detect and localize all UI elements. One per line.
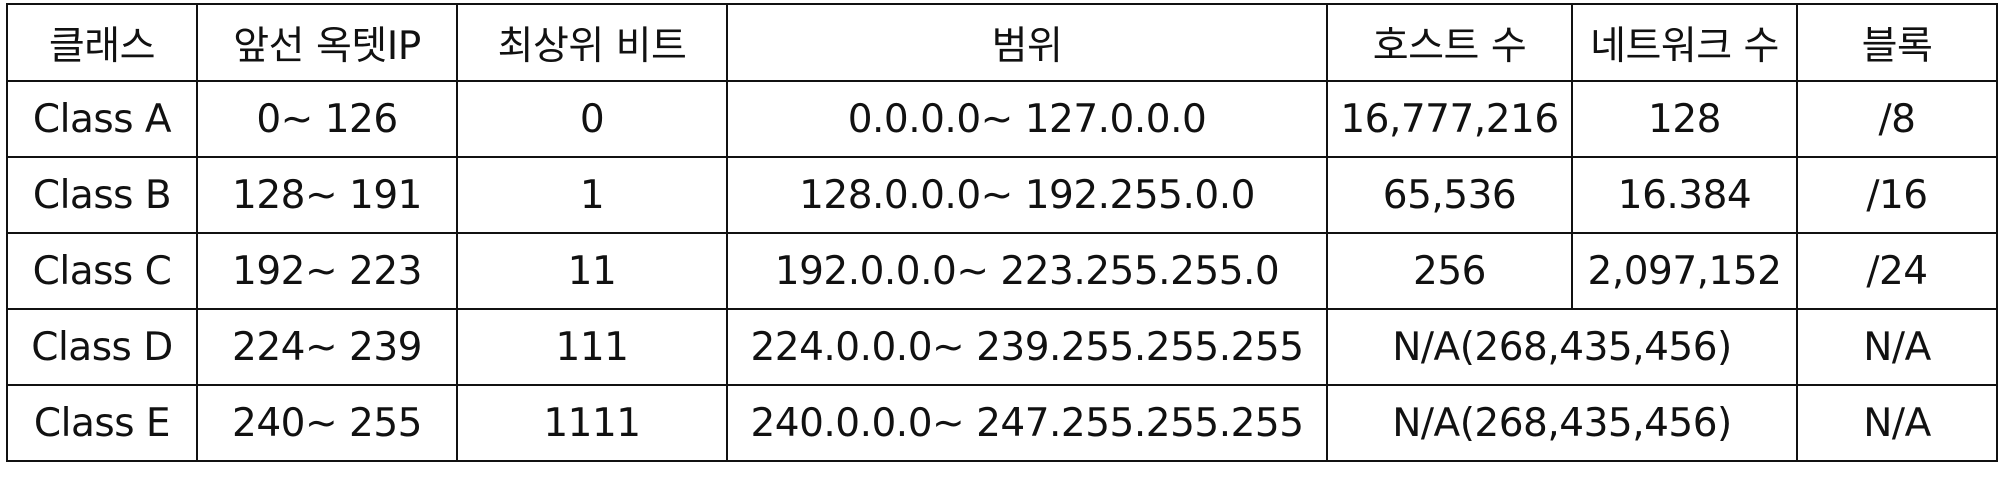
- header-class: 클래스: [6, 3, 198, 82]
- cell-first-octet: 192~ 223: [196, 232, 458, 310]
- cell-block: N/A: [1796, 308, 1998, 386]
- cell-hosts: 65,536: [1326, 156, 1573, 234]
- header-top-bits: 최상위 비트: [456, 3, 728, 82]
- header-hosts: 호스트 수: [1326, 3, 1573, 82]
- ip-class-table: 클래스 앞선 옥텟IP 최상위 비트 범위 호스트 수 네트워크 수 블록 Cl…: [6, 3, 1998, 462]
- header-first-octet: 앞선 옥텟IP: [196, 3, 458, 82]
- cell-range: 240.0.0.0~ 247.255.255.255: [726, 384, 1328, 462]
- cell-block: N/A: [1796, 384, 1998, 462]
- cell-hosts: 256: [1326, 232, 1573, 310]
- cell-networks: 16.384: [1571, 156, 1798, 234]
- cell-class: Class B: [6, 156, 198, 234]
- cell-first-octet: 128~ 191: [196, 156, 458, 234]
- cell-block: /24: [1796, 232, 1998, 310]
- cell-class: Class D: [6, 308, 198, 386]
- cell-block: /16: [1796, 156, 1998, 234]
- cell-range: 224.0.0.0~ 239.255.255.255: [726, 308, 1328, 386]
- table-row: Class B 128~ 191 1 128.0.0.0~ 192.255.0.…: [6, 156, 1998, 234]
- cell-first-octet: 240~ 255: [196, 384, 458, 462]
- cell-top-bits: 11: [456, 232, 728, 310]
- header-networks: 네트워크 수: [1571, 3, 1798, 82]
- table-header-row: 클래스 앞선 옥텟IP 최상위 비트 범위 호스트 수 네트워크 수 블록: [6, 3, 1998, 82]
- table-row: Class A 0~ 126 0 0.0.0.0~ 127.0.0.0 16,7…: [6, 80, 1998, 158]
- ip-class-table-container: 클래스 앞선 옥텟IP 최상위 비트 범위 호스트 수 네트워크 수 블록 Cl…: [6, 3, 1998, 462]
- cell-top-bits: 111: [456, 308, 728, 386]
- cell-top-bits: 1111: [456, 384, 728, 462]
- table-row: Class D 224~ 239 111 224.0.0.0~ 239.255.…: [6, 308, 1998, 386]
- cell-class: Class E: [6, 384, 198, 462]
- cell-top-bits: 1: [456, 156, 728, 234]
- cell-class: Class A: [6, 80, 198, 158]
- cell-networks: 128: [1571, 80, 1798, 158]
- cell-range: 128.0.0.0~ 192.255.0.0: [726, 156, 1328, 234]
- cell-first-octet: 224~ 239: [196, 308, 458, 386]
- table-row: Class E 240~ 255 1111 240.0.0.0~ 247.255…: [6, 384, 1998, 462]
- table-row: Class C 192~ 223 11 192.0.0.0~ 223.255.2…: [6, 232, 1998, 310]
- cell-top-bits: 0: [456, 80, 728, 158]
- cell-range: 0.0.0.0~ 127.0.0.0: [726, 80, 1328, 158]
- cell-hosts-networks-merged: N/A(268,435,456): [1326, 384, 1798, 462]
- cell-hosts: 16,777,216: [1326, 80, 1573, 158]
- cell-networks: 2,097,152: [1571, 232, 1798, 310]
- cell-class: Class C: [6, 232, 198, 310]
- cell-block: /8: [1796, 80, 1998, 158]
- header-range: 범위: [726, 3, 1328, 82]
- header-block: 블록: [1796, 3, 1998, 82]
- cell-first-octet: 0~ 126: [196, 80, 458, 158]
- cell-hosts-networks-merged: N/A(268,435,456): [1326, 308, 1798, 386]
- cell-range: 192.0.0.0~ 223.255.255.0: [726, 232, 1328, 310]
